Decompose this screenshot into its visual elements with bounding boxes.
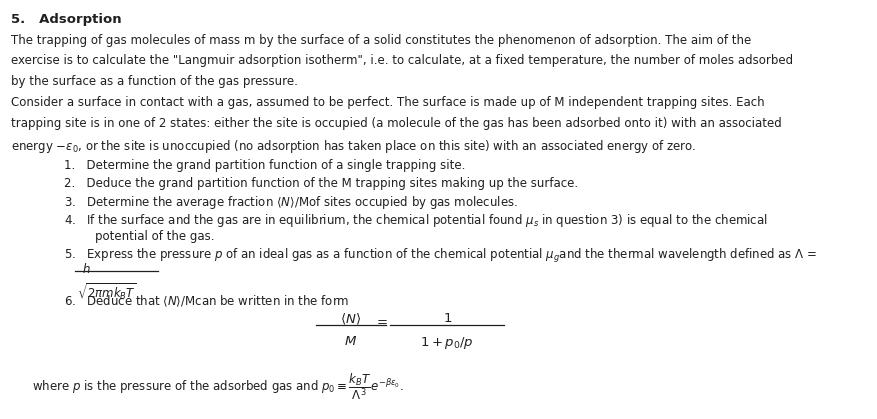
Text: 5.   Adsorption: 5. Adsorption [11,13,121,26]
Text: Consider a surface in contact with a gas, assumed to be perfect. The surface is : Consider a surface in contact with a gas… [11,96,764,109]
Text: The trapping of gas molecules of mass m by the surface of a solid constitutes th: The trapping of gas molecules of mass m … [11,34,751,47]
Text: where $p$ is the pressure of the adsorbed gas and $p_0 \equiv \dfrac{k_BT}{\Lamb: where $p$ is the pressure of the adsorbe… [32,371,404,402]
Text: $1$: $1$ [443,312,452,325]
Text: 4.   If the surface and the gas are in equilibrium, the chemical potential found: 4. If the surface and the gas are in equ… [64,212,768,229]
Text: $h$: $h$ [82,262,90,276]
Text: $=$: $=$ [374,314,389,327]
Text: exercise is to calculate the "Langmuir adsorption isotherm", i.e. to calculate, : exercise is to calculate the "Langmuir a… [11,54,793,67]
Text: $1 + p_0/p$: $1 + p_0/p$ [420,335,474,351]
Text: 5.   Express the pressure $p$ of an ideal gas as a function of the chemical pote: 5. Express the pressure $p$ of an ideal … [64,247,817,265]
Text: energy $-\epsilon_0$, or the site is unoccupied (no adsorption has taken place o: energy $-\epsilon_0$, or the site is uno… [11,138,696,155]
Text: 6.   Deduce that $\langle N\rangle$/Mcan be written in the form: 6. Deduce that $\langle N\rangle$/Mcan b… [64,293,349,309]
Text: 1.   Determine the grand partition function of a single trapping site.: 1. Determine the grand partition functio… [64,159,466,172]
Text: trapping site is in one of 2 states: either the site is occupied (a molecule of : trapping site is in one of 2 states: eit… [11,117,781,130]
Text: $M$: $M$ [345,335,357,348]
Text: $\langle N\rangle$: $\langle N\rangle$ [340,312,361,327]
Text: $\sqrt{2\pi m k_B T}$: $\sqrt{2\pi m k_B T}$ [77,281,137,302]
Text: 3.   Determine the average fraction $\langle N\rangle$/Mof sites occupied by gas: 3. Determine the average fraction $\lang… [64,194,518,212]
Text: 2.   Deduce the grand partition function of the M trapping sites making up the s: 2. Deduce the grand partition function o… [64,177,578,190]
Text: by the surface as a function of the gas pressure.: by the surface as a function of the gas … [11,75,297,88]
Text: potential of the gas.: potential of the gas. [95,230,214,243]
